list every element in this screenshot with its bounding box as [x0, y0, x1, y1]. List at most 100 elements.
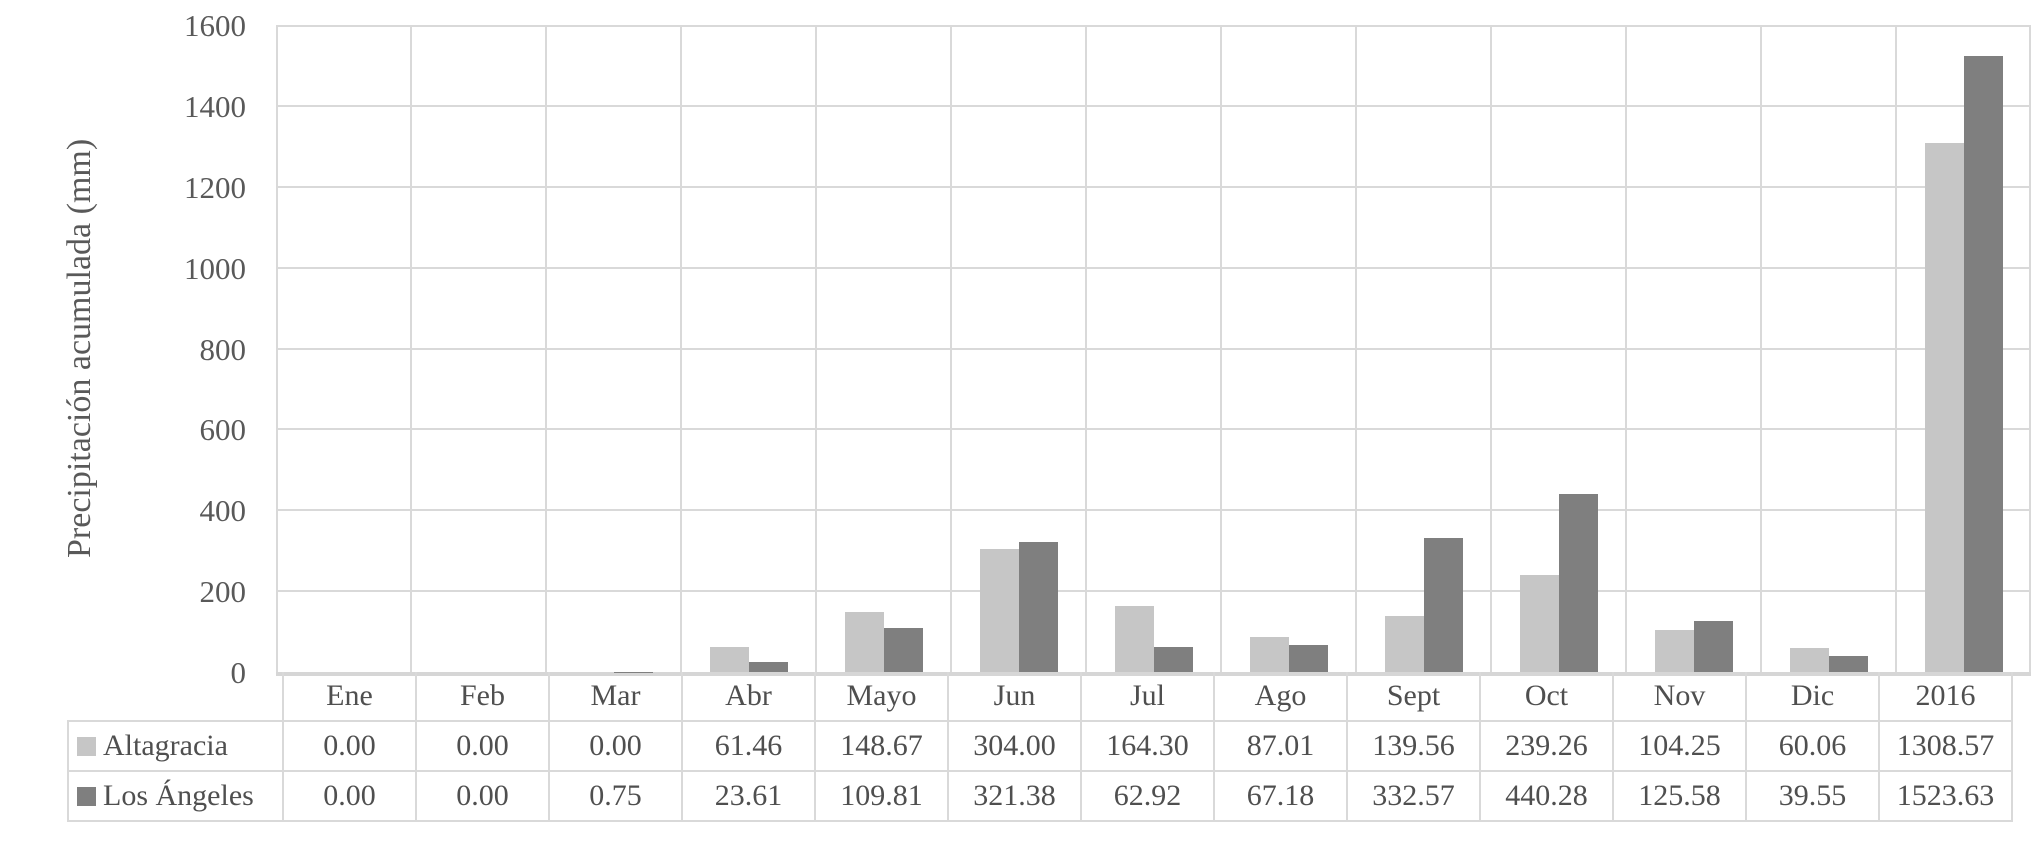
gridline-horizontal	[276, 347, 2031, 350]
month-header-cell: Ago	[1213, 672, 1348, 722]
y-tick-label-1400: 1400	[184, 88, 246, 124]
gridline-vertical	[276, 25, 278, 672]
legend-cell: Altagracia	[67, 720, 284, 772]
bar-group-Sept	[1356, 537, 1491, 672]
gridline-vertical	[545, 25, 547, 672]
gridline-vertical	[1220, 25, 1222, 672]
month-header-cell: Sept	[1346, 672, 1481, 722]
table-row-Altagracia: Altagracia 0.00 0.00 0.00 61.46 148.67 304.00 1…	[67, 720, 2013, 772]
value-cell: 67.18	[1213, 770, 1348, 822]
bar-group-Nov	[1626, 621, 1761, 672]
bar-Los Ángeles-Ago	[1288, 644, 1328, 672]
bar-Los Ángeles-Dic	[1828, 656, 1868, 672]
value-cell: 125.58	[1612, 770, 1747, 822]
gridline-vertical	[410, 25, 412, 672]
gridline-vertical	[1625, 25, 1627, 672]
value-cell: 332.57	[1346, 770, 1481, 822]
value-cell: 104.25	[1612, 720, 1747, 772]
month-header-cell: 2016	[1878, 672, 2013, 722]
month-header-cell: Jul	[1080, 672, 1215, 722]
bar-Los Ángeles-Oct	[1558, 493, 1598, 672]
value-cell: 61.46	[681, 720, 816, 772]
month-header-cell: Abr	[681, 672, 816, 722]
y-tick-label-1600: 1600	[184, 8, 246, 43]
bar-Altagracia-Dic	[1789, 647, 1829, 672]
gridline-vertical	[950, 25, 952, 672]
bar-Los Ángeles-Abr	[748, 662, 788, 672]
value-cell: 39.55	[1745, 770, 1880, 822]
bar-Los Ángeles-Jul	[1153, 646, 1193, 672]
gridline-vertical	[1895, 25, 1897, 672]
table-header-row: Ene Feb Mar Abr Mayo Jun Jul Ago Sept Oct Nov Dic 20…	[68, 672, 2013, 722]
value-cell: 60.06	[1745, 720, 1880, 772]
bar-group-Mayo	[816, 611, 951, 672]
value-cell: 148.67	[814, 720, 949, 772]
bar-Altagracia-Ago	[1249, 636, 1289, 672]
table-corner-blank	[68, 672, 283, 721]
bar-group-Jul	[1086, 605, 1221, 672]
y-tick-label-200: 200	[199, 574, 247, 610]
gridline-horizontal	[276, 266, 2031, 269]
bar-Altagracia-Sept	[1384, 615, 1424, 672]
bar-Altagracia-Jul	[1114, 605, 1154, 672]
month-header-cell: Ene	[282, 672, 417, 722]
bar-Altagracia-Oct	[1519, 575, 1559, 672]
month-header-cell: Jun	[947, 672, 1082, 722]
bar-group-Dic	[1761, 647, 1896, 672]
bar-group-Ago	[1221, 636, 1356, 672]
value-cell: 0.00	[282, 720, 417, 772]
value-cell: 62.92	[1080, 770, 1215, 822]
bar-Altagracia-Jun	[979, 549, 1019, 672]
legend-swatch-icon	[77, 737, 96, 756]
value-cell: 321.38	[947, 770, 1082, 822]
series-name: Los Ángeles	[103, 779, 254, 812]
gridline-vertical	[815, 25, 817, 672]
value-cell: 0.00	[282, 770, 417, 822]
value-cell: 87.01	[1213, 720, 1348, 772]
gridline-horizontal	[276, 509, 2031, 512]
bar-Los Ángeles-Mayo	[883, 627, 923, 672]
value-cell: 109.81	[814, 770, 949, 822]
gridline-vertical	[1355, 25, 1357, 672]
month-header-cell: Dic	[1745, 672, 1880, 722]
bar-Los Ángeles-Sept	[1423, 537, 1463, 672]
value-cell: 1523.63	[1878, 770, 2013, 822]
gridline-horizontal	[276, 185, 2031, 188]
value-cell: 164.30	[1080, 720, 1215, 772]
bar-Altagracia-Nov	[1654, 629, 1694, 672]
bar-group-2016	[1896, 55, 2031, 672]
value-cell: 0.00	[548, 720, 683, 772]
bar-Los Ángeles-Jun	[1018, 542, 1058, 672]
table-row-Los Ángeles: Los Ángeles 0.00 0.00 0.75 23.61 109.81 321.38…	[67, 770, 2013, 822]
gridline-vertical	[680, 25, 682, 672]
month-header-cell: Nov	[1612, 672, 1747, 722]
value-cell: 1308.57	[1878, 720, 2013, 772]
y-tick-label-800: 800	[199, 331, 247, 367]
month-header-cell: Mayo	[814, 672, 949, 722]
month-header-cell: Oct	[1479, 672, 1614, 722]
bar-group-Oct	[1491, 493, 1626, 672]
value-cell: 139.56	[1346, 720, 1481, 772]
series-name: Altagracia	[103, 729, 228, 762]
gridline-horizontal	[276, 590, 2031, 593]
gridline-horizontal	[276, 104, 2031, 107]
value-cell: 0.00	[415, 720, 550, 772]
bar-Altagracia-Abr	[709, 647, 749, 672]
month-header-cell: Feb	[415, 672, 550, 722]
legend-swatch-icon	[77, 787, 96, 806]
month-header-cell: Mar	[548, 672, 683, 722]
bar-Los Ángeles-Nov	[1693, 621, 1733, 672]
y-tick-label-0: 0	[230, 655, 247, 690]
value-cell: 304.00	[947, 720, 1082, 772]
value-cell: 0.00	[415, 770, 550, 822]
gridline-horizontal	[276, 428, 2031, 431]
bar-group-Abr	[681, 647, 816, 672]
legend-cell: Los Ángeles	[67, 770, 284, 822]
y-tick-label-400: 400	[199, 493, 247, 529]
value-cell: 440.28	[1479, 770, 1614, 822]
bar-Altagracia-2016	[1924, 142, 1964, 672]
bar-group-Jun	[951, 542, 1086, 672]
gridline-vertical	[1490, 25, 1492, 672]
gridline-horizontal	[276, 25, 2031, 27]
